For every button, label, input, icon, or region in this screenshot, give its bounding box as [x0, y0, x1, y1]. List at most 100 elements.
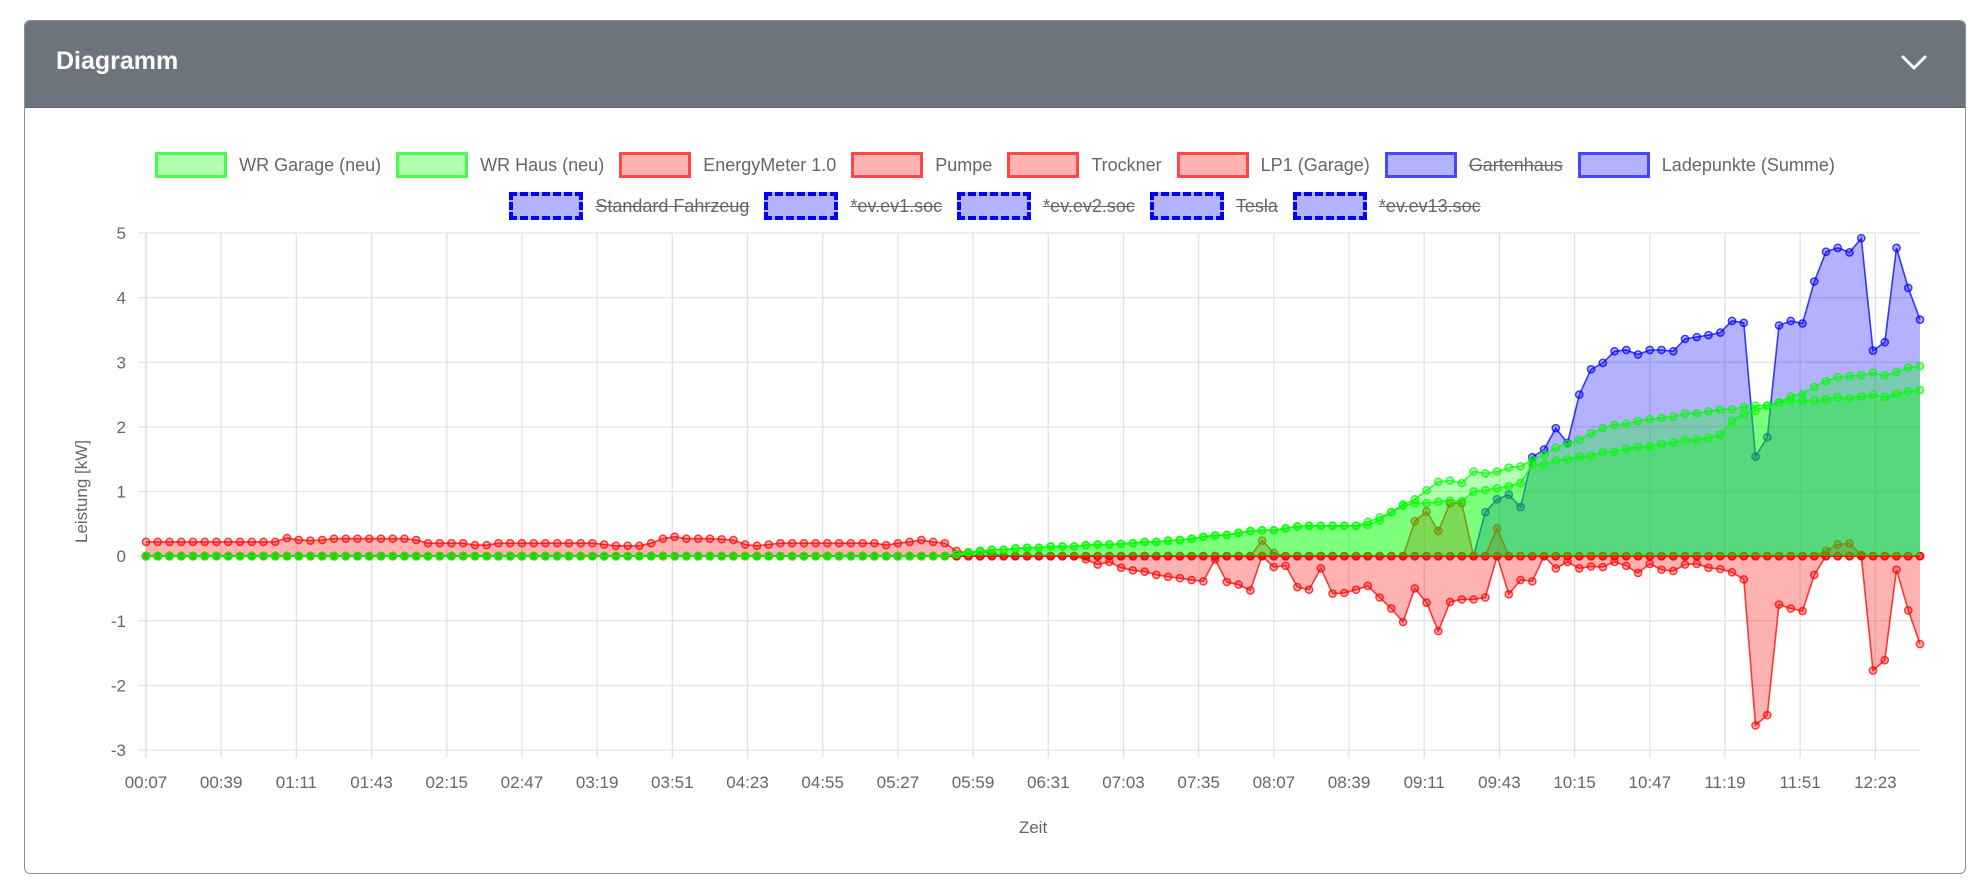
x-tick-label: 06:31: [1027, 773, 1070, 792]
data-point: [1833, 540, 1843, 549]
data-point: [1821, 394, 1831, 404]
data-point: [1351, 585, 1361, 595]
data-point: [494, 538, 503, 548]
data-point: [1445, 476, 1455, 485]
data-point: [212, 551, 221, 561]
legend-item[interactable]: Tesla: [1149, 192, 1278, 220]
data-point: [317, 535, 327, 545]
data-point: [1516, 551, 1525, 561]
legend-item[interactable]: LP1 (Garage): [1176, 152, 1370, 178]
data-point: [494, 551, 503, 561]
data-point: [799, 538, 809, 548]
data-point: [317, 551, 327, 561]
data-point: [1433, 626, 1443, 636]
data-point: [846, 538, 856, 548]
data-point: [1292, 582, 1302, 592]
card-header[interactable]: Diagramm: [25, 21, 1965, 108]
data-point: [1833, 392, 1843, 402]
legend-item[interactable]: EnergyMeter 1.0: [619, 152, 836, 178]
data-point: [1445, 597, 1455, 607]
data-point: [846, 551, 856, 561]
data-point: [1845, 538, 1854, 548]
data-point: [1633, 416, 1643, 426]
data-point: [635, 541, 644, 551]
legend-item[interactable]: WR Garage (neu): [155, 152, 381, 178]
data-point: [1116, 563, 1126, 573]
legend-color-swatch: [1149, 192, 1224, 220]
data-point: [1422, 485, 1431, 495]
card-title: Diagramm: [56, 47, 179, 75]
x-tick-label: 08:07: [1253, 773, 1296, 792]
data-point: [1551, 564, 1561, 573]
data-point: [1868, 368, 1878, 377]
y-tick-label: 2: [117, 418, 126, 437]
data-point: [1433, 551, 1443, 561]
data-point: [1022, 543, 1032, 553]
data-point: [1292, 551, 1302, 561]
legend-label: Tesla: [1235, 195, 1278, 216]
data-point: [1516, 478, 1525, 488]
data-point: [1821, 376, 1831, 386]
x-tick-label: 03:51: [651, 773, 694, 792]
data-point: [1292, 522, 1302, 531]
data-point: [1786, 396, 1796, 405]
data-point: [1433, 477, 1443, 487]
legend-item[interactable]: WR Haus (neu): [396, 152, 604, 178]
x-tick-label: 09:11: [1404, 773, 1445, 792]
data-point: [1727, 567, 1737, 577]
data-point: [1610, 420, 1619, 430]
series-area: [146, 390, 1920, 557]
data-point: [552, 538, 562, 548]
data-point: [1187, 575, 1196, 585]
data-point: [1621, 345, 1631, 355]
data-point: [1610, 447, 1619, 456]
data-point: [1727, 551, 1737, 561]
data-point: [1715, 430, 1725, 439]
x-tick-label: 00:39: [200, 773, 243, 792]
data-point: [928, 551, 938, 561]
data-point: [1657, 565, 1666, 575]
legend-item[interactable]: Ladepunkte (Summe): [1577, 152, 1835, 178]
data-point: [1093, 560, 1102, 569]
data-point: [564, 538, 574, 548]
data-point: [1915, 639, 1925, 649]
data-point: [176, 537, 186, 547]
data-point: [1563, 439, 1572, 449]
data-point: [1128, 565, 1138, 575]
data-point: [176, 551, 186, 561]
data-point: [1199, 532, 1208, 542]
legend-item[interactable]: Pumpe: [851, 152, 992, 178]
data-point: [1704, 407, 1713, 416]
data-point: [1680, 408, 1690, 418]
data-point: [1774, 397, 1784, 407]
data-point: [364, 534, 374, 544]
data-point: [1504, 463, 1514, 472]
chevron-down-icon[interactable]: [1899, 51, 1929, 75]
data-point: [1574, 435, 1584, 445]
legend-item[interactable]: Trockner: [1007, 152, 1162, 178]
legend-item[interactable]: *ev.ev1.soc: [764, 192, 942, 220]
legend-item[interactable]: Standard Fahrzeug: [509, 192, 749, 220]
legend-label: *ev.ev13.soc: [1378, 195, 1481, 216]
data-point: [388, 534, 398, 544]
data-point: [1175, 535, 1185, 545]
legend-item[interactable]: *ev.ev2.soc: [957, 192, 1135, 220]
data-point: [1880, 655, 1890, 665]
data-point: [1316, 521, 1326, 531]
data-point: [270, 551, 280, 561]
data-point: [1257, 551, 1267, 561]
data-point: [1386, 507, 1396, 517]
data-point: [1762, 401, 1772, 410]
data-point: [658, 534, 668, 544]
data-point: [1480, 507, 1490, 517]
data-point: [1504, 481, 1514, 491]
legend-item[interactable]: Gartenhaus: [1384, 152, 1563, 178]
data-point: [153, 537, 163, 547]
data-point: [141, 537, 151, 547]
x-tick-label: 01:11: [276, 773, 317, 792]
legend-item[interactable]: *ev.ev13.soc: [1292, 192, 1481, 220]
x-axis-title: Zeit: [1019, 818, 1048, 837]
data-point: [1375, 551, 1384, 561]
data-point: [1081, 555, 1091, 564]
